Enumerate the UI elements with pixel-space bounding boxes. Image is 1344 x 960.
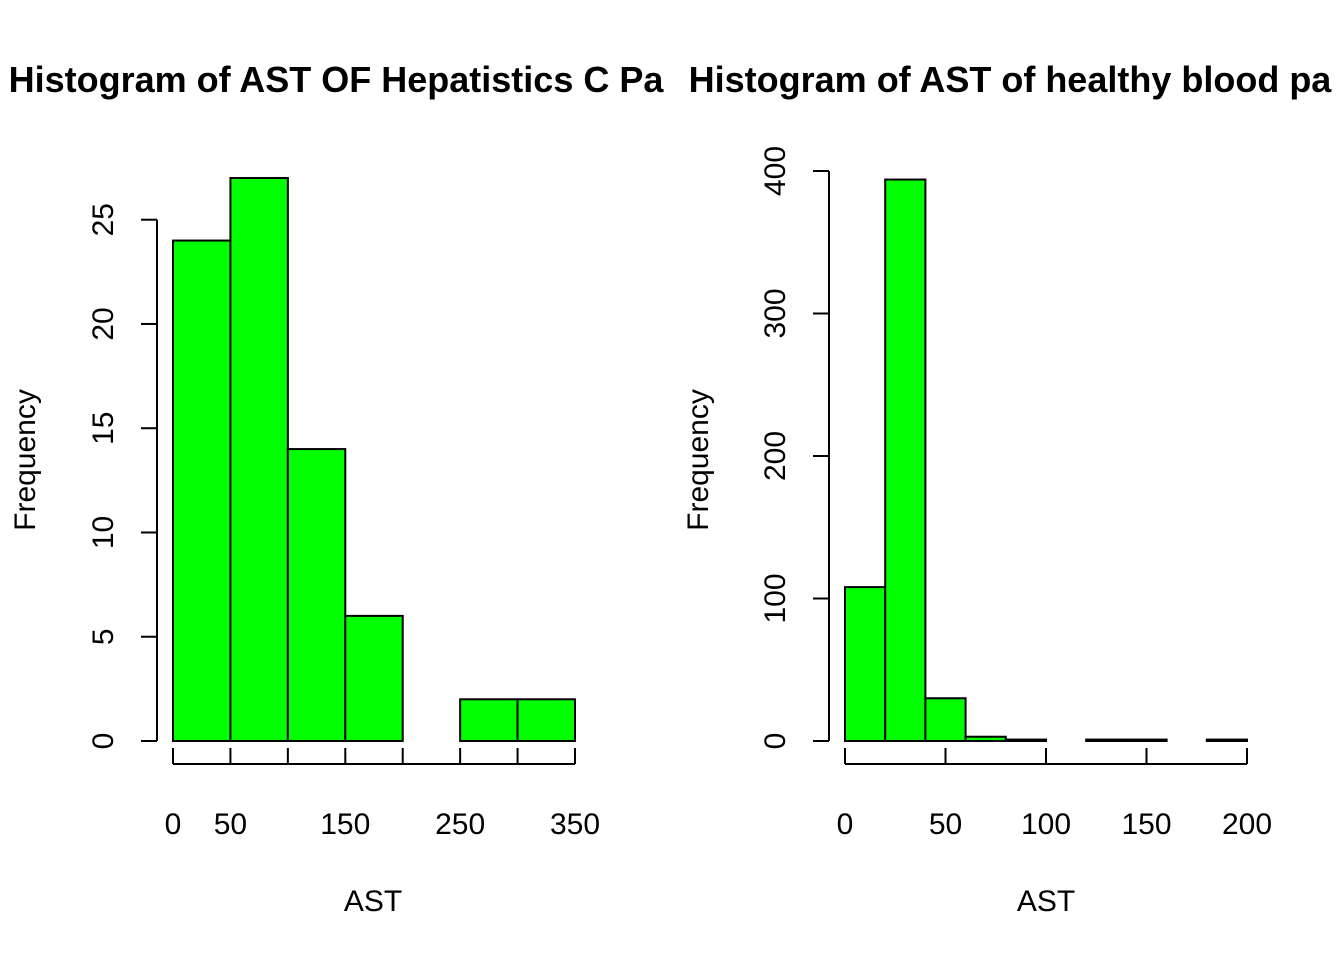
y-tick-label: 300: [759, 288, 792, 338]
x-tick-label: 250: [435, 808, 485, 841]
histogram-bar: [516, 698, 576, 743]
histogram-bar: [459, 698, 519, 743]
x-tick-label: 150: [320, 808, 370, 841]
histogram-bar: [844, 586, 887, 742]
histogram-bar: [884, 178, 927, 743]
y-tick-label: 400: [759, 146, 792, 196]
x-tick-label: 50: [929, 808, 962, 841]
histogram-bar: [1085, 738, 1128, 743]
x-axis: 0 50 100 150 200: [837, 748, 1272, 841]
x-axis-label: AST: [1017, 885, 1075, 918]
y-tick-label: 20: [87, 307, 120, 340]
y-tick-label: 10: [87, 516, 120, 549]
x-axis-label: AST: [344, 885, 402, 918]
y-tick-label: 0: [759, 733, 792, 750]
y-axis: 0 100 200 300 400: [759, 146, 830, 750]
x-tick-label: 0: [837, 808, 854, 841]
x-tick-label: 200: [1222, 808, 1272, 841]
x-tick-label: 100: [1021, 808, 1071, 841]
y-tick-label: 15: [87, 412, 120, 445]
y-tick-label: 100: [759, 573, 792, 623]
histogram-bar: [1205, 738, 1249, 743]
bars: [172, 177, 576, 743]
histogram-bar: [344, 614, 404, 743]
y-axis-label: Frequency: [9, 389, 42, 531]
panel-healthy-blood: Histogram of AST of healthy blood pa AST…: [682, 59, 1332, 918]
histogram-bar: [1125, 738, 1168, 743]
x-tick-label: 0: [165, 808, 182, 841]
y-axis-label: Frequency: [682, 389, 715, 531]
y-tick-label: 200: [759, 431, 792, 481]
histogram-bar: [286, 448, 347, 742]
chart-title: Histogram of AST of healthy blood pa: [689, 59, 1333, 100]
y-tick-label: 0: [87, 733, 120, 750]
histogram-bar: [172, 239, 232, 743]
y-tick-label: 5: [87, 628, 120, 645]
chart-title: Histogram of AST OF Hepatistics C Pa: [9, 59, 665, 100]
y-axis: 0 5 10 15 20 25: [87, 203, 158, 750]
x-axis: 0 50 150 250 350: [165, 748, 600, 841]
histogram-bar: [964, 735, 1007, 742]
panel-hepatitis-c: Histogram of AST OF Hepatistics C Pa AST…: [9, 59, 665, 918]
x-tick-label: 50: [214, 808, 247, 841]
x-tick-label: 350: [550, 808, 600, 841]
histogram-bar: [229, 177, 289, 742]
x-tick-label: 150: [1121, 808, 1171, 841]
histogram-bar: [924, 697, 967, 742]
y-tick-label: 25: [87, 203, 120, 236]
bars: [844, 178, 1249, 743]
histogram-bar: [1004, 738, 1047, 743]
